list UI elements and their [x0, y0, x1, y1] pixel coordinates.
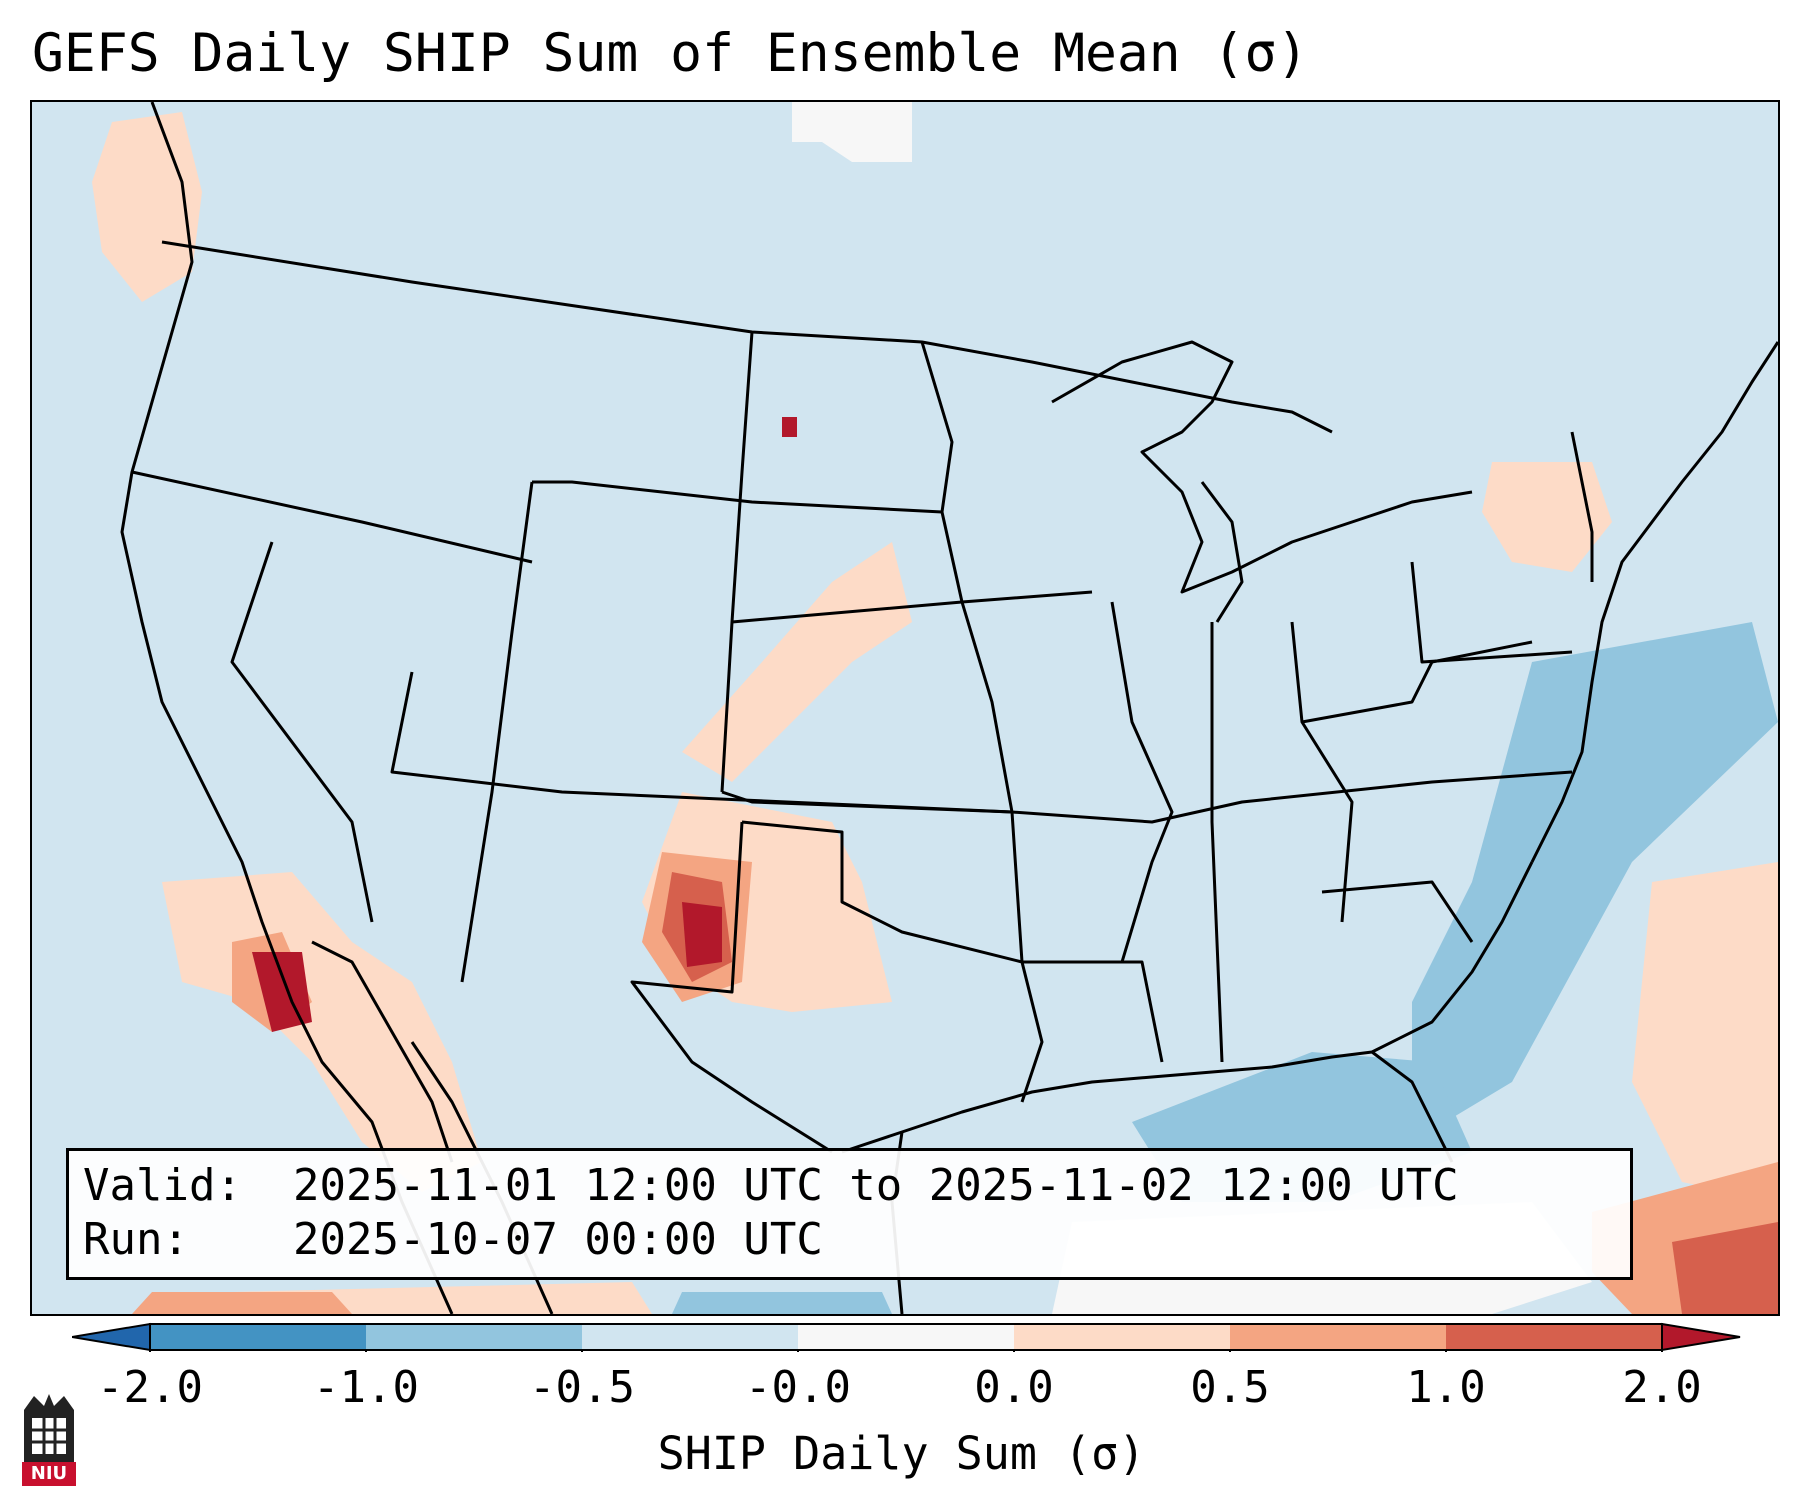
colorbar-bin-1 [366, 1324, 582, 1350]
state-line-6 [720, 331, 754, 793]
state-line-2 [230, 541, 374, 923]
state-line-17 [1570, 431, 1594, 582]
colorbar-bin-0 [150, 1324, 366, 1350]
lake-michigan [1200, 481, 1244, 623]
patch-bottom-center [672, 1292, 892, 1314]
colorbar-over-extend [1661, 1322, 1741, 1352]
valid-row: Valid: 2025-11-01 12:00 UTC to 2025-11-0… [83, 1159, 1616, 1213]
colorbar-tick-label: 0.0 [974, 1362, 1054, 1413]
east-coast [1530, 341, 1778, 863]
baja-east-coast [311, 940, 454, 1163]
patch-southern-edge-mid [132, 1292, 352, 1314]
colorbar-tick-label: -1.0 [313, 1362, 419, 1413]
colorbar-bin-3 [798, 1324, 1014, 1350]
state-line-8 [731, 590, 1093, 624]
colorbar-tick-label: 0.5 [1190, 1362, 1270, 1413]
patch-caribbean-core [1672, 1222, 1778, 1314]
florida [1371, 861, 1534, 1054]
texas-west [630, 821, 833, 1154]
run-value: 2025-10-07 00:00 UTC [293, 1214, 823, 1265]
state-line-11 [1110, 601, 1174, 963]
gulf-coast [841, 1050, 1454, 1163]
colorbar-bin-4 [1014, 1324, 1230, 1350]
west-coast [120, 102, 454, 1314]
colorbar-tick-label: 2.0 [1622, 1362, 1702, 1413]
chart-title: GEFS Daily SHIP Sum of Ensemble Mean (σ) [32, 23, 1309, 84]
state-line-7 [920, 341, 1024, 963]
niu-logo-band [22, 1462, 76, 1486]
state-line-16 [1410, 561, 1573, 664]
patch-northeast [1482, 462, 1612, 572]
colorbar-tick-label: 1.0 [1406, 1362, 1486, 1413]
colorbar-tick-label: -0.5 [529, 1362, 635, 1413]
patch-atlantic-east [1632, 862, 1778, 1202]
colorbar-bin-6 [1446, 1324, 1662, 1350]
canada-border [161, 240, 1333, 434]
run-label: Run: [83, 1214, 189, 1265]
map-panel [30, 100, 1780, 1316]
patch-nm-peak [682, 902, 722, 967]
patch-canada-white [792, 102, 912, 162]
field-patches [92, 102, 1778, 1314]
state-line-3 [532, 480, 943, 514]
state-line-4 [460, 481, 534, 983]
valid-value: 2025-11-01 12:00 UTC to 2025-11-02 12:00… [293, 1160, 1459, 1211]
great-lakes [1051, 340, 1473, 594]
colorbar-label: SHIP Daily Sum (σ) [657, 1427, 1146, 1480]
state-line-9 [721, 770, 1573, 824]
colorbar-bin-2 [582, 1324, 798, 1350]
colorbar-bin-5 [1230, 1324, 1446, 1350]
map-canvas [92, 102, 1778, 1314]
niu-logo-text: NIU [30, 1463, 68, 1484]
colorbar [72, 1322, 1741, 1352]
map-outlines [120, 102, 1778, 1314]
state-line-14 [1321, 880, 1474, 943]
run-info-box: Valid: 2025-11-01 12:00 UTC to 2025-11-0… [66, 1148, 1633, 1280]
patch-atlantic-west [1412, 622, 1778, 1142]
run-row: Run: 2025-10-07 00:00 UTC [83, 1213, 1616, 1267]
colorbar-border [149, 1323, 1663, 1351]
colorbar-under-extend [72, 1322, 151, 1352]
patch-baja [162, 872, 482, 1192]
valid-label: Valid: [83, 1160, 242, 1211]
patch-plains-band [682, 542, 912, 782]
niu-logo [22, 1394, 76, 1486]
state-line-13 [1290, 621, 1354, 923]
colorbar-tick-label: -2.0 [97, 1362, 203, 1413]
patch-dakota-peak [782, 417, 797, 437]
state-line-1 [131, 470, 533, 564]
colorbar-tick-label: -0.0 [745, 1362, 851, 1413]
texas-panhandle [741, 820, 1044, 1103]
state-line-10 [1022, 960, 1164, 1063]
state-line-15 [1301, 640, 1533, 724]
state-line-12 [1210, 622, 1224, 1063]
